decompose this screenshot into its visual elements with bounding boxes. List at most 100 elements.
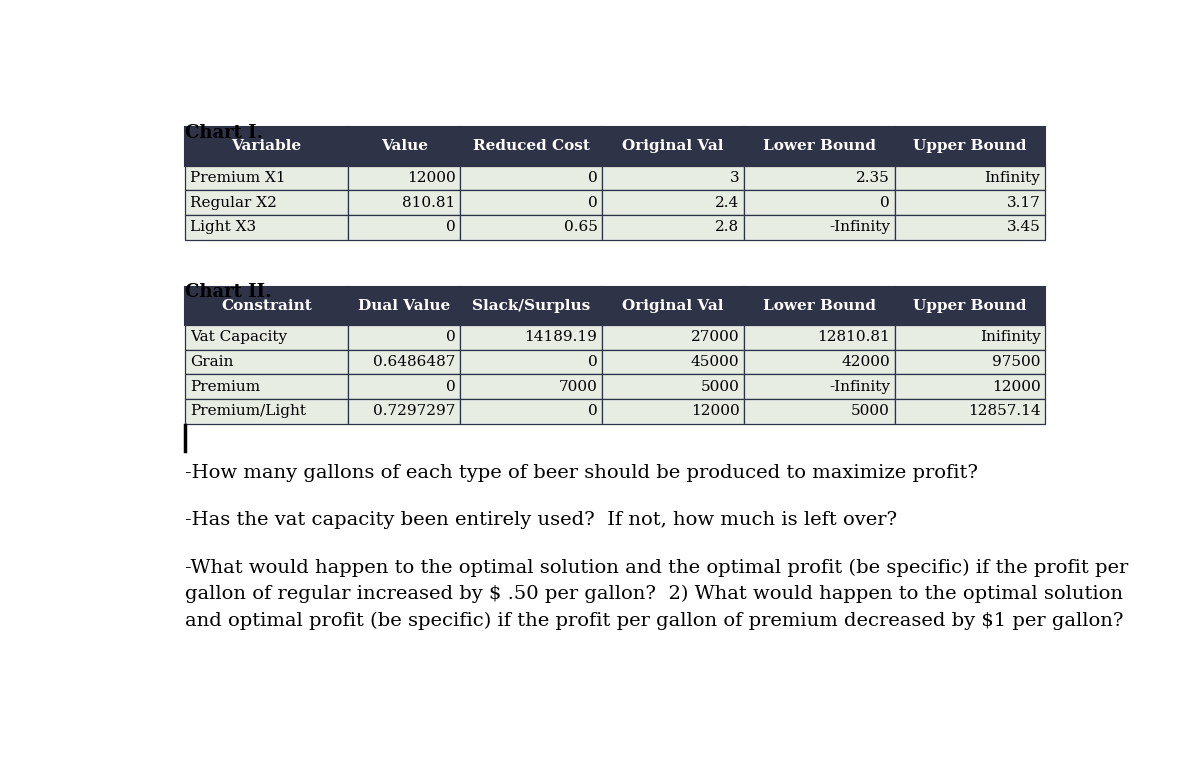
Bar — [185, 166, 348, 190]
Text: Value: Value — [380, 139, 427, 153]
Bar — [744, 374, 894, 399]
Text: 0.65: 0.65 — [564, 221, 598, 234]
Bar — [460, 190, 602, 215]
Text: 3: 3 — [730, 171, 739, 185]
Bar — [744, 190, 894, 215]
Text: 2.8: 2.8 — [715, 221, 739, 234]
Text: Lower Bound: Lower Bound — [763, 299, 876, 313]
Bar — [602, 374, 744, 399]
Text: 14189.19: 14189.19 — [524, 330, 598, 344]
Bar — [894, 374, 1045, 399]
Bar — [744, 127, 894, 166]
Bar — [894, 399, 1045, 424]
Text: -Infinity: -Infinity — [829, 221, 890, 234]
Text: 0: 0 — [588, 355, 598, 369]
Bar — [460, 287, 602, 325]
Text: Chart I.: Chart I. — [185, 124, 263, 142]
Text: 0: 0 — [588, 196, 598, 210]
Bar — [348, 374, 460, 399]
Bar — [602, 399, 744, 424]
Bar — [894, 325, 1045, 349]
Text: 27000: 27000 — [691, 330, 739, 344]
Text: Slack/Surplus: Slack/Surplus — [472, 299, 590, 313]
Text: 0: 0 — [445, 330, 456, 344]
Bar — [602, 349, 744, 374]
Text: 2.35: 2.35 — [856, 171, 890, 185]
Text: Original Val: Original Val — [623, 139, 724, 153]
Bar — [460, 374, 602, 399]
Bar — [460, 349, 602, 374]
Text: Premium/Light: Premium/Light — [191, 404, 306, 418]
Text: 0: 0 — [445, 221, 456, 234]
Bar — [744, 399, 894, 424]
Bar — [185, 374, 348, 399]
Text: 7000: 7000 — [558, 380, 598, 393]
Text: -What would happen to the optimal solution and the optimal profit (be specific) : -What would happen to the optimal soluti… — [185, 559, 1128, 630]
Text: 12000: 12000 — [991, 380, 1040, 393]
Text: 0.6486487: 0.6486487 — [373, 355, 456, 369]
Bar — [894, 349, 1045, 374]
Text: 810.81: 810.81 — [402, 196, 456, 210]
Bar — [348, 190, 460, 215]
Text: Upper Bound: Upper Bound — [913, 299, 1027, 313]
Text: Chart II.: Chart II. — [185, 283, 271, 302]
Bar — [602, 215, 744, 240]
Bar — [894, 127, 1045, 166]
Bar — [185, 287, 348, 325]
Bar — [348, 287, 460, 325]
Bar — [744, 166, 894, 190]
Text: Grain: Grain — [191, 355, 234, 369]
Bar — [894, 287, 1045, 325]
Bar — [460, 399, 602, 424]
Text: Upper Bound: Upper Bound — [913, 139, 1027, 153]
Bar — [185, 190, 348, 215]
Text: Light X3: Light X3 — [191, 221, 257, 234]
Bar — [185, 399, 348, 424]
Text: 0: 0 — [445, 380, 456, 393]
Text: Lower Bound: Lower Bound — [763, 139, 876, 153]
Text: 5000: 5000 — [851, 404, 890, 418]
Text: 0.7297297: 0.7297297 — [373, 404, 456, 418]
Bar — [744, 349, 894, 374]
Text: 0: 0 — [588, 404, 598, 418]
Text: Premium: Premium — [191, 380, 260, 393]
Bar — [185, 215, 348, 240]
Text: Infinity: Infinity — [984, 171, 1040, 185]
Bar — [744, 287, 894, 325]
Text: 42000: 42000 — [841, 355, 890, 369]
Text: 12000: 12000 — [407, 171, 456, 185]
Text: -How many gallons of each type of beer should be produced to maximize profit?: -How many gallons of each type of beer s… — [185, 464, 978, 481]
Text: Dual Value: Dual Value — [358, 299, 450, 313]
Text: Original Val: Original Val — [623, 299, 724, 313]
Bar — [348, 215, 460, 240]
Bar — [185, 127, 348, 166]
Bar — [348, 325, 460, 349]
Bar — [602, 287, 744, 325]
Bar — [744, 215, 894, 240]
Bar — [460, 215, 602, 240]
Text: 3.17: 3.17 — [1007, 196, 1040, 210]
Text: 12000: 12000 — [691, 404, 739, 418]
Text: -Has the vat capacity been entirely used?  If not, how much is left over?: -Has the vat capacity been entirely used… — [185, 512, 898, 529]
Bar — [348, 166, 460, 190]
Text: 0: 0 — [588, 171, 598, 185]
Text: Constraint: Constraint — [221, 299, 312, 313]
Bar — [744, 325, 894, 349]
Bar — [894, 215, 1045, 240]
Bar — [348, 399, 460, 424]
Text: Reduced Cost: Reduced Cost — [473, 139, 589, 153]
Bar — [460, 166, 602, 190]
Bar — [894, 190, 1045, 215]
Text: Vat Capacity: Vat Capacity — [191, 330, 288, 344]
Text: Regular X2: Regular X2 — [191, 196, 277, 210]
Bar — [602, 190, 744, 215]
Text: Inifinity: Inifinity — [979, 330, 1040, 344]
Text: 5000: 5000 — [701, 380, 739, 393]
Bar — [894, 166, 1045, 190]
Text: Variable: Variable — [232, 139, 301, 153]
Bar — [602, 166, 744, 190]
Bar — [460, 325, 602, 349]
Bar — [460, 127, 602, 166]
Text: 12810.81: 12810.81 — [817, 330, 890, 344]
Bar — [185, 349, 348, 374]
